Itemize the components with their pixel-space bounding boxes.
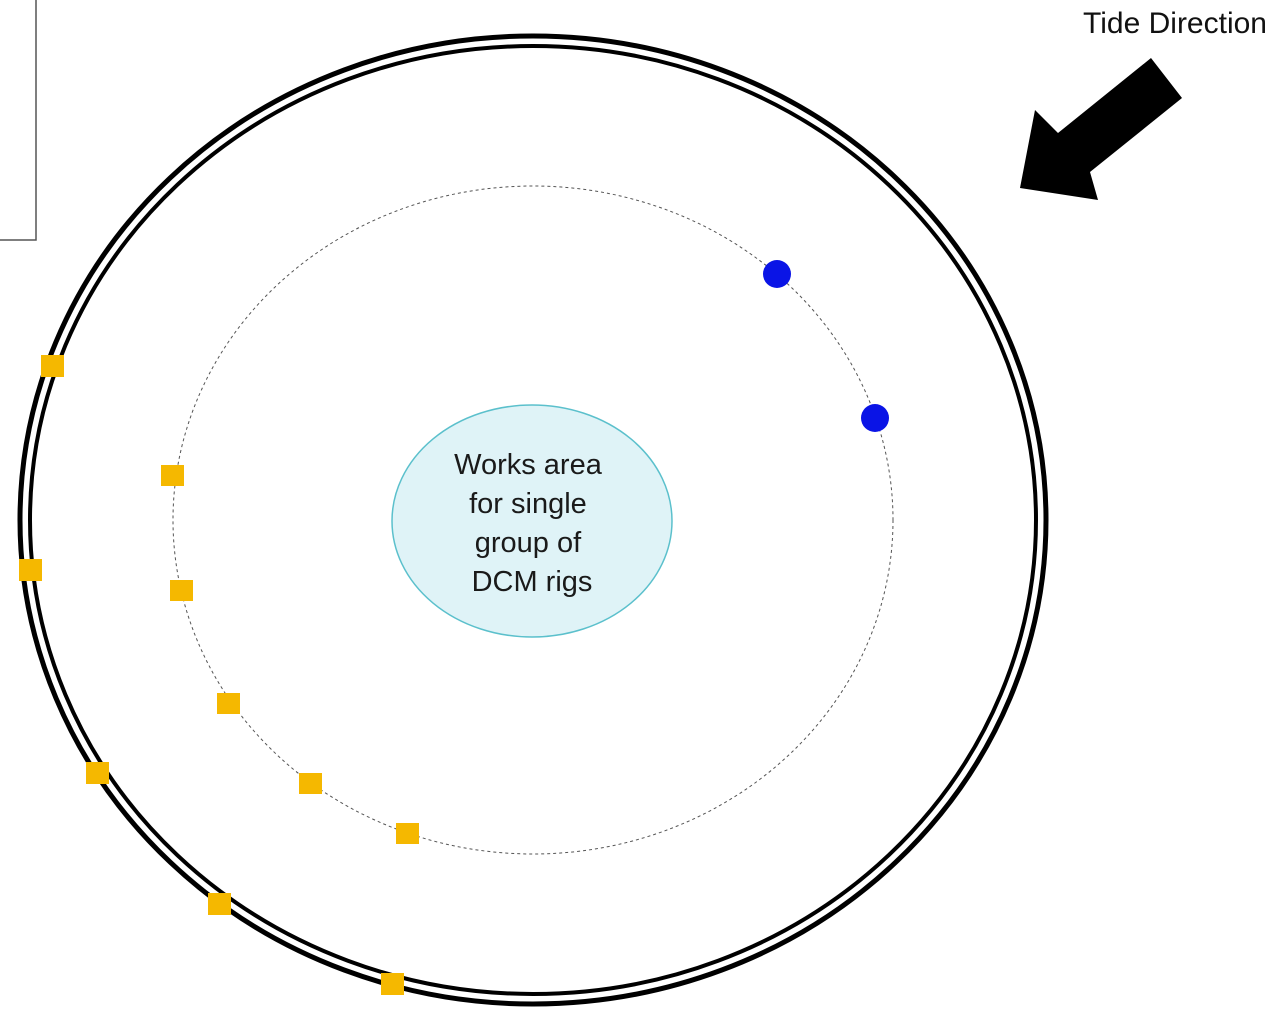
outer-ring-inner — [28, 44, 1038, 996]
square-marker-icon — [170, 580, 193, 601]
square-marker-icon — [217, 693, 240, 714]
works-area-line: group of — [475, 527, 582, 559]
tide-direction-arrow-icon — [1020, 58, 1182, 200]
works-area-line: for single — [469, 488, 587, 520]
square-marker-icon — [396, 823, 419, 844]
works-area-ellipse — [391, 404, 673, 638]
dot-markers — [763, 260, 889, 432]
tide-direction-label: Tide Direction — [1083, 7, 1267, 40]
square-marker-icon — [208, 893, 231, 915]
square-marker-icon — [381, 973, 404, 995]
inner-square-markers — [161, 465, 419, 844]
works-area-line: DCM rigs — [472, 566, 593, 598]
outer-square-markers — [19, 355, 404, 995]
outer-ring-outer — [17, 33, 1049, 1007]
square-marker-icon — [41, 355, 64, 377]
square-marker-icon — [161, 465, 184, 486]
square-marker-icon — [299, 773, 322, 794]
circle-marker-icon — [861, 404, 889, 432]
works-area-text: Works area for single group of DCM rigs — [454, 449, 610, 598]
works-area-line: Works area — [454, 449, 603, 481]
square-marker-icon — [19, 559, 42, 581]
square-marker-icon — [86, 762, 109, 784]
circle-marker-icon — [763, 260, 791, 288]
inner-dashed-ring — [172, 185, 894, 855]
corner-frame — [0, 0, 37, 241]
